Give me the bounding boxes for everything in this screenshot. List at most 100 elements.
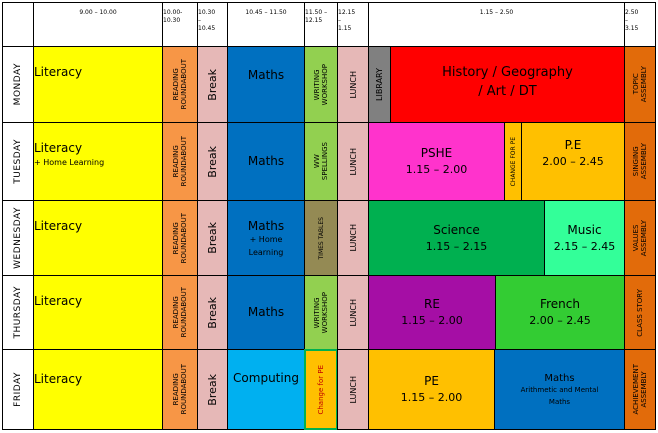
writing-workshop-cell: WRITING WORKSHOP: [304, 46, 338, 123]
pe-label: P.E: [564, 138, 582, 152]
topic-assembly-label: TOPIC ASSEMBLY: [632, 66, 648, 102]
maths-arithmetic-cell: Maths Arithmetic and Mental Maths: [494, 349, 625, 430]
day-label-friday-text: FRIDAY: [13, 372, 23, 407]
header-time-5-end: 12.15: [305, 17, 323, 24]
day-label-tuesday: TUESDAY: [2, 122, 34, 201]
header-time-6-end: 1.15: [338, 25, 352, 32]
topic-line-2: ASSEMBLY: [640, 66, 648, 103]
maths-label: Maths: [247, 305, 285, 319]
break-cell: Break: [197, 46, 228, 123]
values-line-2: ASSEMBLY: [640, 219, 648, 257]
change-for-pe-label: CHANGE FOR PE: [509, 136, 517, 187]
header-time-3-start: 10.30: [198, 9, 216, 16]
maths-sub-line-1: Arithmetic and Mental: [520, 386, 599, 394]
lunch-cell: LUNCH: [337, 122, 369, 201]
header-time-6-dash: –: [338, 17, 341, 24]
change-for-pe-cell: Change for PE: [304, 349, 338, 430]
break-label: Break: [206, 68, 219, 101]
reading-label: READING ROUNDABOUT: [172, 213, 188, 263]
maths-sub-line-1: + Home: [249, 235, 283, 244]
music-label: Music: [567, 222, 602, 237]
reading-roundabout-cell: READING ROUNDABOUT: [162, 200, 198, 276]
literacy-label: Literacy: [34, 141, 83, 155]
reading-line-2: ROUNDABOUT: [180, 364, 188, 415]
ww-spellings-cell: WW SPELLINGS: [304, 122, 338, 201]
writing-line-2: WORKSHOP: [321, 63, 329, 106]
re-time: 1.15 – 2.00: [401, 314, 463, 327]
header-time-8-dash: –: [625, 17, 628, 24]
writing-line-2: WORKSHOP: [321, 291, 329, 334]
library-label: LIBRARY: [375, 68, 384, 101]
pshe-time: 1.15 – 2.00: [405, 163, 468, 176]
literacy-cell: Literacy: [33, 275, 163, 350]
day-label-thursday: THURSDAY: [2, 275, 34, 350]
header-time-4: 10.45 – 11.50: [227, 2, 305, 47]
header-time-7-text: 1.15 – 2.50: [479, 9, 514, 16]
break-label: Break: [206, 296, 219, 329]
pshe-cell: PSHE 1.15 – 2.00: [368, 122, 505, 201]
pe-cell: PE 1.15 – 2.00: [368, 349, 495, 430]
change-for-pe-cell: CHANGE FOR PE: [504, 122, 522, 201]
pe-time: 2.00 – 2.45: [542, 155, 604, 168]
pshe-label: PSHE: [420, 146, 453, 160]
break-label: Break: [206, 373, 219, 406]
reading-line-1: READING: [172, 296, 180, 329]
topic-assembly-cell: TOPIC ASSEMBLY: [624, 46, 656, 123]
reading-roundabout-cell: READING ROUNDABOUT: [162, 275, 198, 350]
maths-label: Maths: [544, 373, 575, 384]
french-time: 2.00 – 2.45: [529, 314, 591, 327]
reading-label: READING ROUNDABOUT: [172, 136, 188, 186]
lunch-label: LUNCH: [348, 70, 358, 99]
class-story-label: CLASS STORY: [636, 288, 644, 337]
re-cell: RE 1.15 – 2.00: [368, 275, 496, 350]
reading-line-1: READING: [172, 221, 180, 255]
class-story-cell: CLASS STORY: [624, 275, 656, 350]
header-time-3: 10.30 – 10.45: [197, 2, 228, 47]
achievement-assembly-cell: ACHIEVEMENT ASSEMBLY: [624, 349, 656, 430]
header-time-3-dash: –: [198, 17, 201, 24]
ww-line-1: WW: [313, 154, 321, 169]
writing-line-1: WRITING: [313, 69, 321, 100]
achievement-line-1: ACHIEVEMENT: [632, 364, 640, 415]
maths-cell: Maths: [227, 275, 305, 350]
values-assembly-label: VALUES ASSEMBLY: [632, 220, 648, 256]
header-time-6: 12.15 – 1.15: [337, 2, 369, 47]
achievement-line-2: ASSEMBLY: [640, 371, 648, 408]
reading-line-2: ROUNDABOUT: [180, 287, 188, 338]
literacy-label: Literacy: [34, 65, 83, 79]
history-line-1: History / Geography: [442, 65, 573, 80]
home-learning-label: + Home Learning: [34, 158, 105, 167]
writing-workshop-label: WRITING WORKSHOP: [313, 292, 329, 333]
header-time-4-text: 10.45 – 11.50: [245, 9, 287, 16]
lunch-label: LUNCH: [348, 298, 358, 327]
day-label-monday: MONDAY: [2, 46, 34, 123]
maths-sub-line-2: Learning: [248, 248, 284, 257]
reading-line-2: ROUNDABOUT: [180, 59, 188, 110]
topic-line-1: TOPIC: [632, 74, 640, 95]
lunch-label: LUNCH: [348, 224, 358, 252]
reading-line-2: ROUNDABOUT: [180, 136, 188, 187]
reading-roundabout-cell: READING ROUNDABOUT: [162, 349, 198, 430]
header-time-8: 2.50 – 3.15: [624, 2, 656, 47]
header-blank: [2, 2, 34, 47]
science-time: 1.15 – 2.15: [425, 239, 488, 253]
science-cell: Science 1.15 – 2.15: [368, 200, 545, 276]
lunch-label: LUNCH: [348, 375, 358, 404]
music-cell: Music 2.15 – 2.45: [544, 200, 625, 276]
break-cell: Break: [197, 275, 228, 350]
lunch-cell: LUNCH: [337, 46, 369, 123]
break-cell: Break: [197, 122, 228, 201]
maths-cell: Maths: [227, 122, 305, 201]
day-label-wednesday-text: WEDNESDAY: [13, 207, 23, 269]
header-time-3-end: 10.45: [198, 25, 216, 32]
break-label: Break: [206, 222, 219, 254]
header-time-8-start: 2.50: [625, 9, 639, 16]
maths-cell: Maths: [227, 46, 305, 123]
maths-label: Maths: [247, 219, 285, 233]
singing-line-1: SINGING: [632, 146, 640, 177]
times-tables-cell: TIMES TABLES: [304, 200, 338, 276]
literacy-label: Literacy: [34, 372, 83, 386]
header-time-7: 1.15 – 2.50: [368, 2, 625, 47]
singing-assembly-label: SINGING ASSEMBLY: [632, 143, 648, 179]
header-time-2-start: 10.00-: [163, 9, 183, 16]
